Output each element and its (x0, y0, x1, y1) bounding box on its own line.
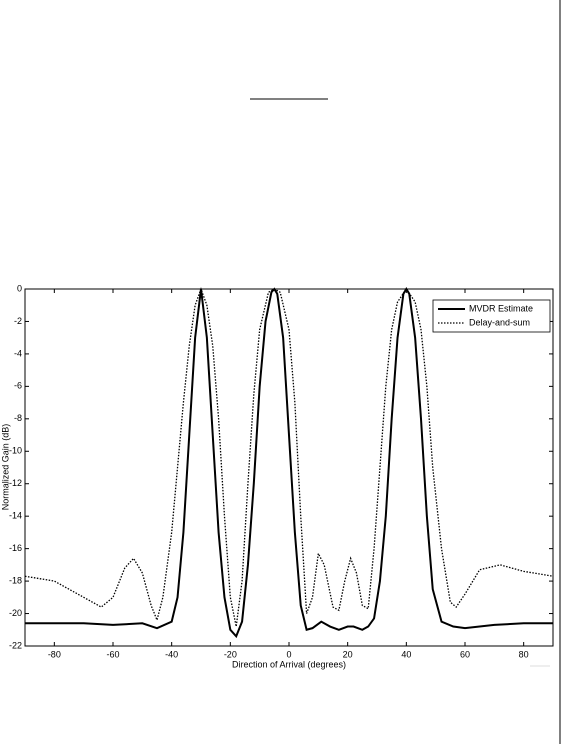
x-tick-label: 0 (286, 649, 291, 659)
y-tick-label: -2 (14, 316, 22, 326)
legend-label: Delay-and-sum (469, 317, 530, 327)
y-tick-label: 0 (17, 283, 22, 293)
x-tick-label: 20 (343, 649, 353, 659)
y-tick-label: -6 (14, 381, 22, 391)
x-axis-label: Direction of Arrival (degrees) (232, 659, 346, 669)
x-tick-label: 60 (460, 649, 470, 659)
y-tick-label: -20 (9, 608, 22, 618)
x-tick-label: 40 (401, 649, 411, 659)
y-tick-label: -18 (9, 575, 22, 585)
legend-box (432, 299, 551, 333)
y-tick-label: -16 (9, 543, 22, 553)
y-axis-label: Normalized Gain (dB) (0, 424, 10, 511)
y-tick-label: -12 (9, 478, 22, 488)
y-tick-label: -14 (9, 511, 22, 521)
series-line (25, 287, 553, 639)
x-tick-label: -20 (224, 649, 237, 659)
y-tick-label: -22 (9, 640, 22, 650)
x-tick-label: -40 (165, 649, 178, 659)
y-tick-label: -4 (14, 348, 22, 358)
x-tick-label: 80 (519, 649, 529, 659)
x-tick-label: -60 (106, 649, 119, 659)
plot-area (24, 288, 554, 647)
y-tick-label: -8 (14, 413, 22, 423)
y-tick-label: -10 (9, 446, 22, 456)
series-line (24, 287, 554, 627)
x-tick-label: -80 (48, 649, 61, 659)
legend-label: MVDR Estimate (469, 303, 533, 313)
